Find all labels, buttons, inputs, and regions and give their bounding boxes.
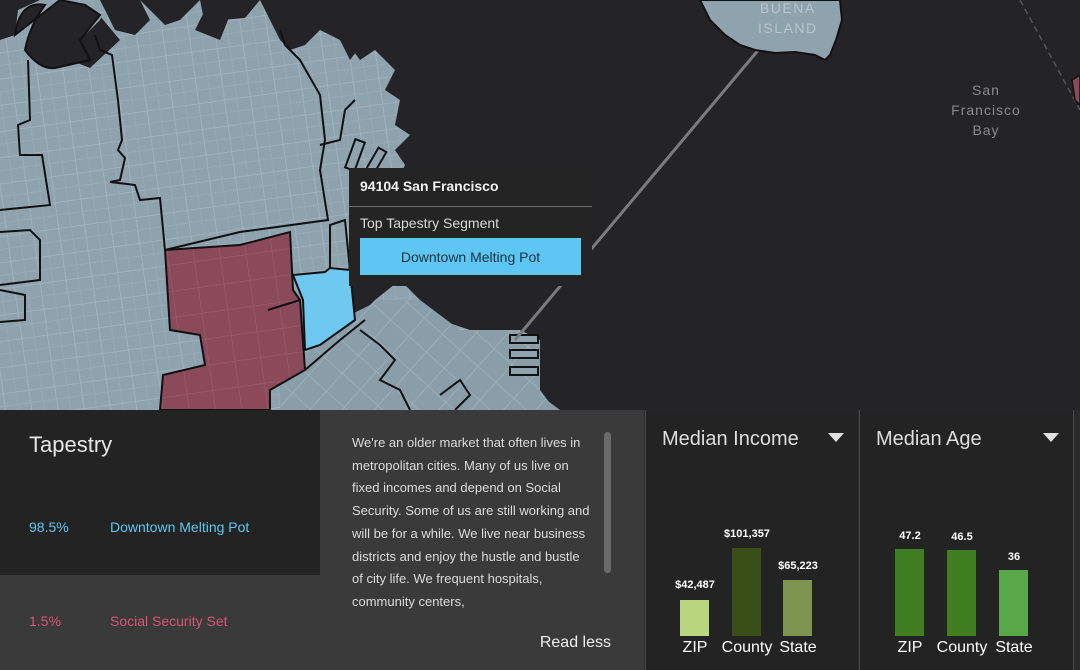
chevron-down-icon[interactable]: [1043, 433, 1059, 442]
bar-value-state: 36: [1007, 551, 1021, 563]
median-income-chart: $42,487 ZIP $101,357 County $65,223 Stat…: [646, 410, 858, 670]
bar-county: [732, 548, 761, 636]
bar-value-county: $101,357: [724, 528, 770, 540]
bar-state: [783, 580, 812, 636]
segment-name: Social Security Set: [110, 613, 228, 629]
popup-title: 94104 San Francisco: [360, 178, 499, 194]
bar-value-county: 46.5: [951, 531, 973, 543]
bay-bridge: [513, 47, 762, 341]
zip-popup: 94104 San Francisco Top Tapestry Segment…: [349, 168, 592, 286]
bar-label-state: State: [779, 639, 817, 656]
yerba-buena-island: [698, 0, 844, 62]
median-income-title: Median Income: [662, 428, 799, 450]
map-label-buena-island: BUENA ISLAND: [758, 0, 818, 38]
median-age-chart: 47.2 ZIP 46.5 County 36 State: [860, 410, 1073, 670]
bar-zip: [680, 600, 709, 636]
bar-label-zip: ZIP: [897, 639, 923, 656]
chevron-down-icon[interactable]: [828, 433, 844, 442]
bar-value-zip: $42,487: [675, 579, 715, 591]
bar-county: [947, 550, 976, 636]
county-boundary-line: [1019, 0, 1080, 111]
popup-divider: [349, 206, 592, 207]
tapestry-selected-block: [0, 410, 320, 575]
description-text: We're an older market that often lives i…: [352, 435, 590, 609]
map-label-line: BUENA: [759, 0, 816, 16]
info-panel: Tapestry 98.5% Downtown Melting Pot 1.5%…: [0, 410, 1080, 670]
zip-region-94104-selected: [291, 266, 357, 352]
tapestry-segment-downtown-melting-pot[interactable]: 98.5% Downtown Melting Pot: [0, 519, 320, 543]
bar-label-county: County: [721, 639, 773, 656]
bar-label-state: State: [995, 639, 1033, 656]
map-label-sf-bay: San Francisco Bay: [948, 80, 1024, 140]
popup-segment-button[interactable]: Downtown Melting Pot: [360, 238, 581, 275]
segment-percent: 98.5%: [29, 519, 69, 535]
bar-label-zip: ZIP: [682, 639, 708, 656]
tapestry-segment-social-security-set[interactable]: 1.5% Social Security Set: [0, 613, 320, 637]
map-label-line: San: [972, 82, 1000, 98]
map-label-line: ISLAND: [758, 20, 818, 36]
median-age-card: Median Age 47.2 ZIP 46.5 County 36 State: [859, 410, 1074, 670]
description-scrollbar[interactable]: [604, 432, 611, 573]
tapestry-heading: Tapestry: [29, 432, 113, 457]
map-canvas[interactable]: [0, 0, 1080, 410]
bar-zip: [895, 549, 924, 636]
segment-name: Downtown Melting Pot: [110, 519, 250, 535]
bar-value-state: $65,223: [778, 560, 818, 572]
bar-value-zip: 47.2: [899, 530, 921, 542]
read-less-link[interactable]: Read less: [539, 634, 611, 651]
median-income-card: Median Income $42,487 ZIP $101,357 Count…: [645, 410, 858, 670]
map-view[interactable]: BUENA ISLAND San Francisco Bay 94104 San…: [0, 0, 1080, 410]
segment-percent: 1.5%: [29, 613, 61, 629]
bar-state: [999, 570, 1028, 636]
map-label-line: Francisco: [951, 102, 1021, 118]
map-label-line: Bay: [972, 122, 1000, 138]
popup-segment-label: Top Tapestry Segment: [360, 215, 500, 231]
bar-label-county: County: [936, 639, 988, 656]
segment-description: We're an older market that often lives i…: [320, 410, 644, 670]
panel-edge: [1075, 410, 1080, 670]
median-age-title: Median Age: [876, 428, 982, 450]
zip-region-social-security-set: [158, 230, 307, 410]
tapestry-card: Tapestry 98.5% Downtown Melting Pot 1.5%…: [0, 410, 320, 670]
